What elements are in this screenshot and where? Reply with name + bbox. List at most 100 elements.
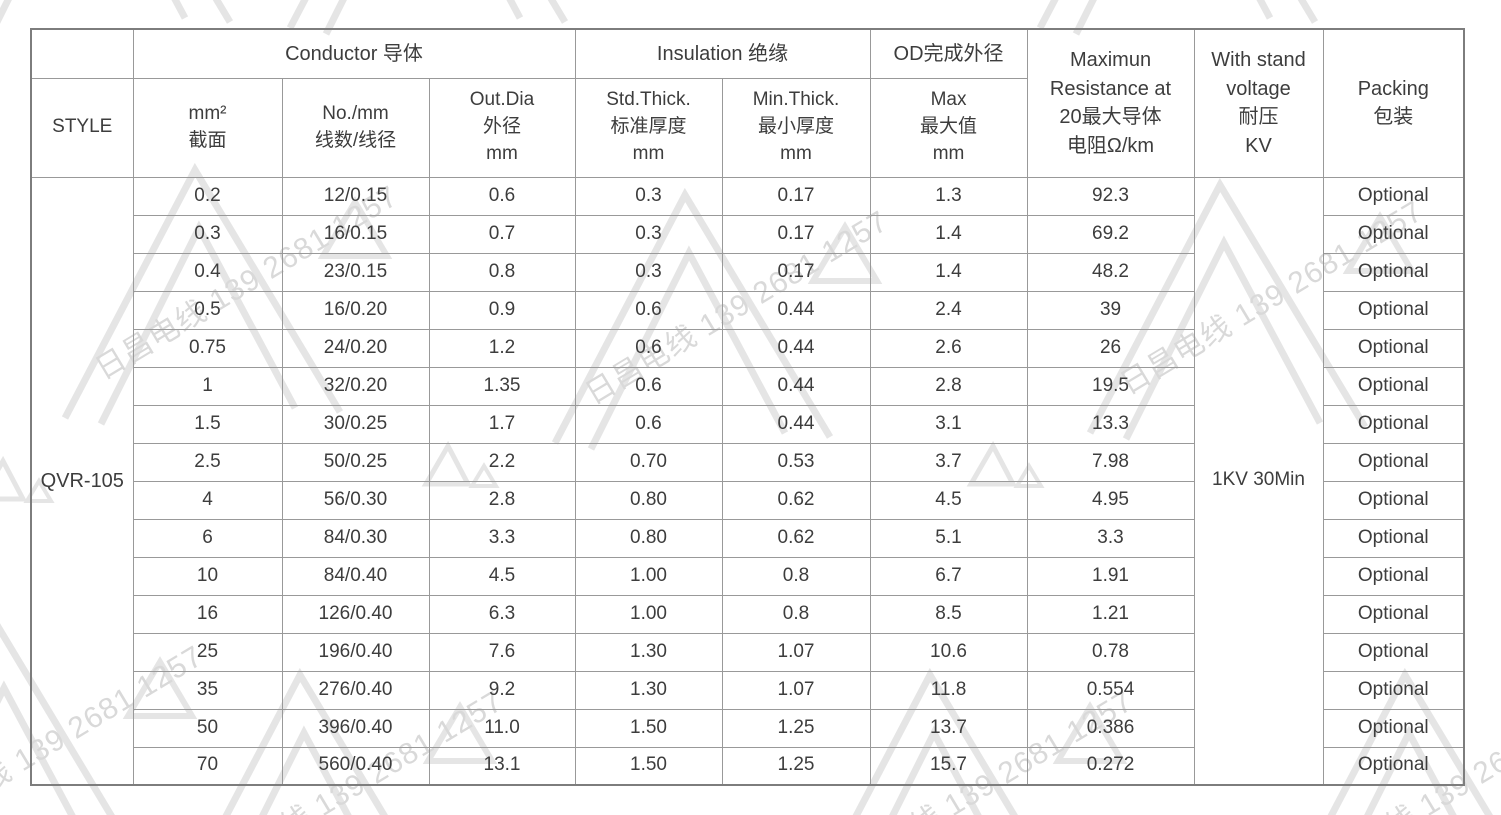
cell-strands: 56/0.30 bbox=[281, 480, 430, 520]
cell-strands: 23/0.15 bbox=[281, 252, 430, 292]
cell-min-thick: 0.8 bbox=[721, 594, 871, 634]
cell-mm2: 10 bbox=[132, 556, 283, 596]
cell-resistance: 48.2 bbox=[1026, 252, 1195, 292]
packing-cell: Optional bbox=[1322, 518, 1465, 558]
cell-out-dia: 7.6 bbox=[428, 632, 576, 672]
header-group-row: Conductor 导体 Insulation 绝缘 OD完成外径 Maximu… bbox=[30, 28, 1465, 178]
cell-resistance: 69.2 bbox=[1026, 214, 1195, 254]
min-thick-header: Min.Thick. 最小厚度 mm bbox=[721, 77, 871, 178]
cell-max-od: 4.5 bbox=[869, 480, 1028, 520]
packing-cell: Optional bbox=[1322, 404, 1465, 444]
cell-min-thick: 0.44 bbox=[721, 290, 871, 330]
watermark-text: 日昌电线 139 2681 1257 bbox=[0, 0, 339, 25]
cell-max-od: 2.4 bbox=[869, 290, 1028, 330]
cell-strands: 50/0.25 bbox=[281, 442, 430, 482]
cell-out-dia: 1.2 bbox=[428, 328, 576, 368]
cell-mm2: 6 bbox=[132, 518, 283, 558]
cell-std-thick: 1.30 bbox=[574, 670, 723, 710]
cell-std-thick: 0.70 bbox=[574, 442, 723, 482]
cell-mm2: 1.5 bbox=[132, 404, 283, 444]
cell-strands: 16/0.20 bbox=[281, 290, 430, 330]
cell-resistance: 3.3 bbox=[1026, 518, 1195, 558]
cable-spec-table: Conductor 导体 Insulation 绝缘 OD完成外径 Maximu… bbox=[30, 28, 1466, 786]
cell-max-od: 10.6 bbox=[869, 632, 1028, 672]
resistance-header: Maximun Resistance at 20最大导体 电阻Ω/km bbox=[1026, 28, 1195, 178]
cell-std-thick: 1.30 bbox=[574, 632, 723, 672]
packing-cell: Optional bbox=[1322, 746, 1465, 786]
packing-cell: Optional bbox=[1322, 556, 1465, 596]
packing-cell: Optional bbox=[1322, 328, 1465, 368]
cell-resistance: 0.554 bbox=[1026, 670, 1195, 710]
cell-max-od: 8.5 bbox=[869, 594, 1028, 634]
cell-resistance: 0.272 bbox=[1026, 746, 1195, 786]
cell-strands: 84/0.30 bbox=[281, 518, 430, 558]
cell-max-od: 1.4 bbox=[869, 214, 1028, 254]
od-group-header: OD完成外径 bbox=[869, 28, 1028, 79]
cell-std-thick: 1.00 bbox=[574, 556, 723, 596]
cell-out-dia: 0.8 bbox=[428, 252, 576, 292]
cell-out-dia: 1.35 bbox=[428, 366, 576, 406]
cell-mm2: 0.4 bbox=[132, 252, 283, 292]
std-thick-header: Std.Thick. 标准厚度 mm bbox=[574, 77, 723, 178]
cell-strands: 12/0.15 bbox=[281, 176, 430, 216]
cell-out-dia: 2.2 bbox=[428, 442, 576, 482]
cell-out-dia: 0.6 bbox=[428, 176, 576, 216]
cell-std-thick: 0.3 bbox=[574, 214, 723, 254]
packing-cell: Optional bbox=[1322, 594, 1465, 634]
cell-mm2: 35 bbox=[132, 670, 283, 710]
max-od-header: Max 最大值 mm bbox=[869, 77, 1028, 178]
mm2-header: mm² 截面 bbox=[132, 77, 283, 178]
cell-max-od: 1.3 bbox=[869, 176, 1028, 216]
withstand-header: With stand voltage 耐压 KV bbox=[1193, 28, 1324, 178]
cell-strands: 84/0.40 bbox=[281, 556, 430, 596]
cell-mm2: 25 bbox=[132, 632, 283, 672]
cell-max-od: 2.8 bbox=[869, 366, 1028, 406]
insulation-group-header: Insulation 绝缘 bbox=[574, 28, 871, 79]
cell-min-thick: 0.44 bbox=[721, 328, 871, 368]
cell-mm2: 0.75 bbox=[132, 328, 283, 368]
cell-min-thick: 0.8 bbox=[721, 556, 871, 596]
packing-cell: Optional bbox=[1322, 366, 1465, 406]
table-body: QVR-105 0.2 12/0.15 0.6 0.3 0.17 1.3 92.3 1KV 30… bbox=[30, 176, 1465, 786]
cell-min-thick: 0.44 bbox=[721, 404, 871, 444]
cell-max-od: 1.4 bbox=[869, 252, 1028, 292]
cell-min-thick: 1.07 bbox=[721, 632, 871, 672]
packing-cell: Optional bbox=[1322, 176, 1465, 216]
table-header: Conductor 导体 Insulation 绝缘 OD完成外径 Maximu… bbox=[30, 28, 1465, 178]
packing-cell: Optional bbox=[1322, 632, 1465, 672]
cell-min-thick: 0.44 bbox=[721, 366, 871, 406]
cell-resistance: 19.5 bbox=[1026, 366, 1195, 406]
watermark-text: 日昌电线 139 2681 1257 bbox=[1016, 0, 1424, 25]
cell-strands: 196/0.40 bbox=[281, 632, 430, 672]
cell-std-thick: 0.6 bbox=[574, 328, 723, 368]
cell-out-dia: 0.9 bbox=[428, 290, 576, 330]
cell-strands: 24/0.20 bbox=[281, 328, 430, 368]
style-header: STYLE bbox=[30, 77, 134, 178]
cell-max-od: 6.7 bbox=[869, 556, 1028, 596]
cell-strands: 126/0.40 bbox=[281, 594, 430, 634]
packing-cell: Optional bbox=[1322, 214, 1465, 254]
packing-cell: Optional bbox=[1322, 290, 1465, 330]
cell-std-thick: 0.3 bbox=[574, 252, 723, 292]
packing-cell: Optional bbox=[1322, 480, 1465, 520]
cell-min-thick: 0.17 bbox=[721, 176, 871, 216]
cell-out-dia: 6.3 bbox=[428, 594, 576, 634]
cell-std-thick: 0.6 bbox=[574, 366, 723, 406]
cell-std-thick: 1.50 bbox=[574, 746, 723, 786]
cell-out-dia: 1.7 bbox=[428, 404, 576, 444]
cell-out-dia: 2.8 bbox=[428, 480, 576, 520]
out-dia-header: Out.Dia 外径 mm bbox=[428, 77, 576, 178]
table-row: 4 56/0.30 2.8 0.80 0.62 4.5 4.95 Optional bbox=[31, 480, 1465, 520]
cell-std-thick: 0.6 bbox=[574, 290, 723, 330]
cell-out-dia: 3.3 bbox=[428, 518, 576, 558]
table-row: 2.5 50/0.25 2.2 0.70 0.53 3.7 7.98 Optional bbox=[31, 442, 1465, 482]
cell-mm2: 2.5 bbox=[132, 442, 283, 482]
cell-resistance: 1.91 bbox=[1026, 556, 1195, 596]
cell-max-od: 15.7 bbox=[869, 746, 1028, 786]
table-row: 16 126/0.40 6.3 1.00 0.8 8.5 1.21 Optional bbox=[31, 594, 1465, 634]
cell-out-dia: 0.7 bbox=[428, 214, 576, 254]
cell-max-od: 11.8 bbox=[869, 670, 1028, 710]
cell-strands: 396/0.40 bbox=[281, 708, 430, 748]
cell-strands: 32/0.20 bbox=[281, 366, 430, 406]
